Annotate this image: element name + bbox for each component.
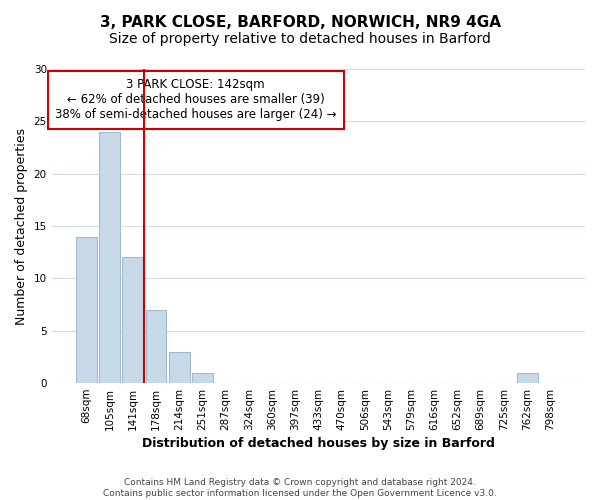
Text: Size of property relative to detached houses in Barford: Size of property relative to detached ho… (109, 32, 491, 46)
Text: 3, PARK CLOSE, BARFORD, NORWICH, NR9 4GA: 3, PARK CLOSE, BARFORD, NORWICH, NR9 4GA (100, 15, 500, 30)
Y-axis label: Number of detached properties: Number of detached properties (15, 128, 28, 324)
Bar (169, 352, 190, 383)
Bar (99, 132, 120, 383)
Text: 3 PARK CLOSE: 142sqm
← 62% of detached houses are smaller (39)
38% of semi-detac: 3 PARK CLOSE: 142sqm ← 62% of detached h… (55, 78, 337, 122)
Bar (76, 236, 97, 383)
X-axis label: Distribution of detached houses by size in Barford: Distribution of detached houses by size … (142, 437, 495, 450)
Text: Contains HM Land Registry data © Crown copyright and database right 2024.
Contai: Contains HM Land Registry data © Crown c… (103, 478, 497, 498)
Bar (122, 258, 143, 383)
Bar (192, 372, 213, 383)
Bar (517, 372, 538, 383)
Bar (146, 310, 166, 383)
